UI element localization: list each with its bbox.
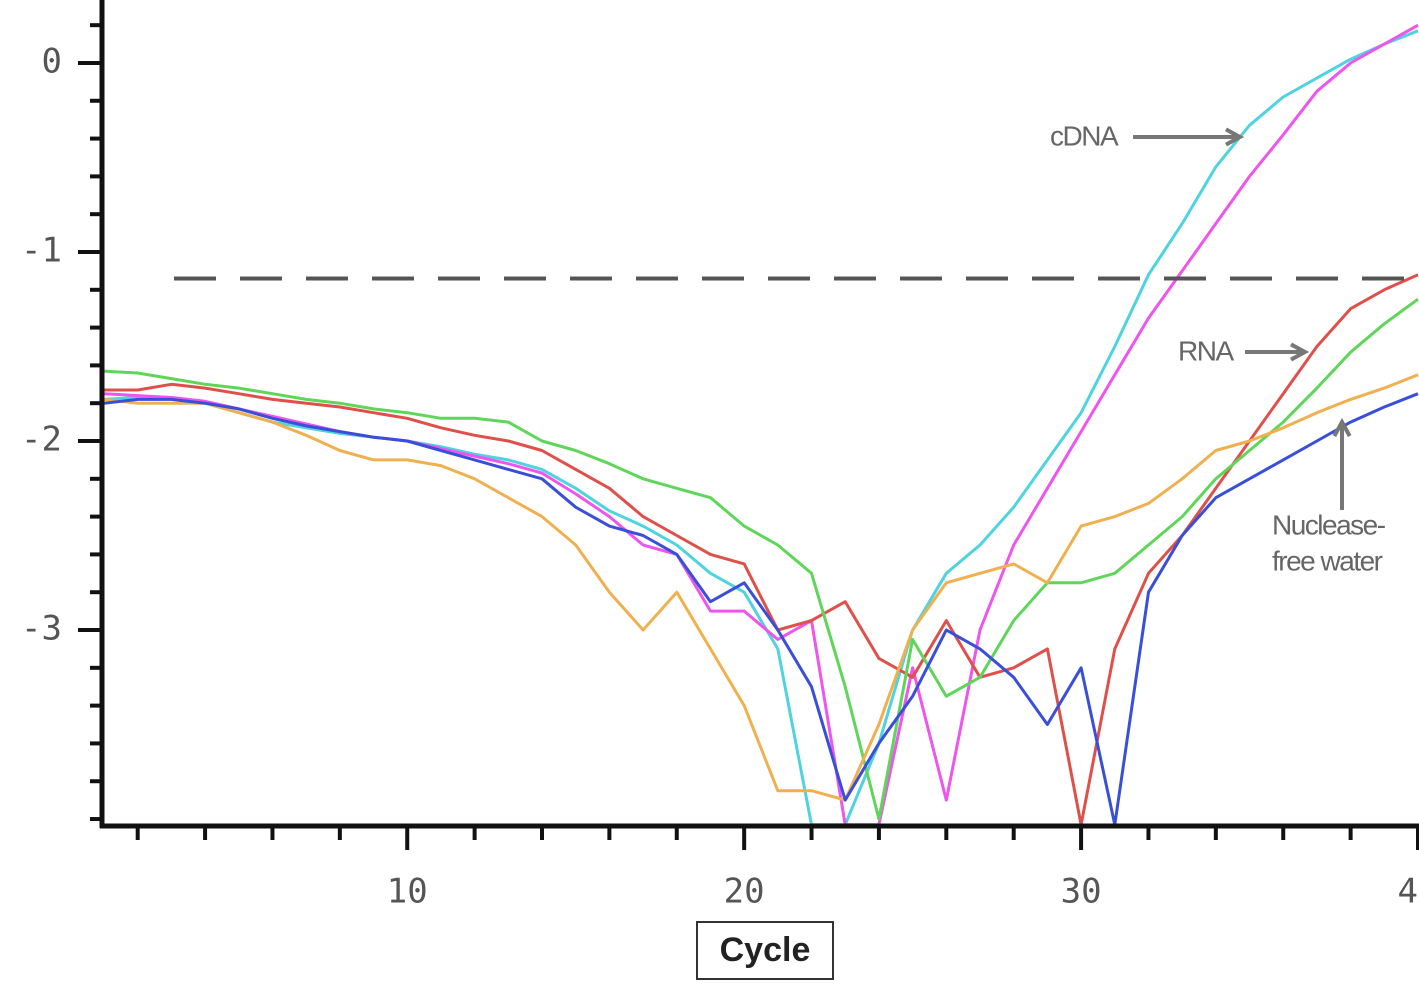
series-line	[104, 273, 1419, 827]
series-line	[103, 392, 1419, 827]
x-tick-label: 20	[724, 872, 765, 912]
y-tick-label: 0	[42, 41, 62, 81]
x-label-box	[696, 921, 834, 980]
series-line	[103, 297, 1419, 821]
y-tick-label: -1	[21, 230, 62, 270]
annotation: RNA	[1178, 335, 1234, 366]
y-tick-label: -3	[21, 609, 62, 649]
annotation: Nuclease-	[1272, 509, 1386, 540]
x-tick-label: 10	[387, 872, 428, 912]
annotation-arrowhead	[1289, 342, 1310, 362]
y-tick-label: -2	[21, 420, 62, 460]
x-tick-label: 40	[1398, 872, 1419, 912]
series-line	[103, 373, 1419, 802]
annotation-arrowhead	[1224, 127, 1245, 147]
x-tick-label: 30	[1061, 872, 1102, 912]
series-line	[103, 29, 1419, 827]
annotation-arrowhead	[1332, 417, 1352, 438]
x-axis-label: Cycle	[720, 931, 811, 969]
annotation: free water	[1272, 545, 1383, 576]
annotation: cDNA	[1050, 120, 1119, 151]
